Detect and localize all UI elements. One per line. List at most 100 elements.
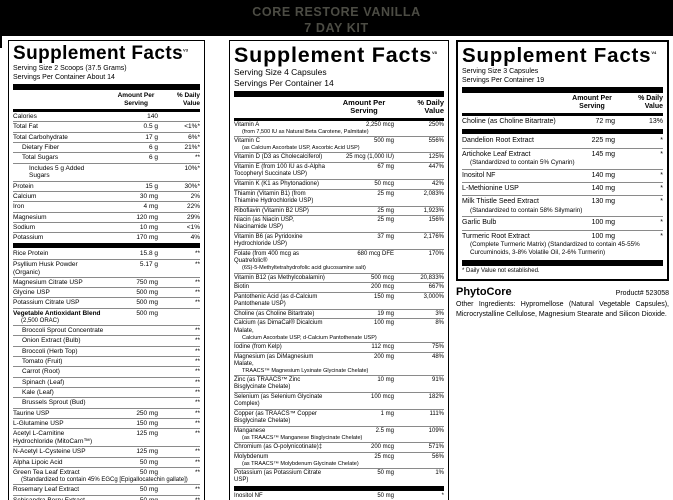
ingredient-daily-value: ** bbox=[194, 458, 200, 466]
ingredient-row-main: Pantothenic Acid (as d-Calcium Pantothen… bbox=[234, 294, 444, 308]
ingredient-row: L-Methionine USP 140 mg * bbox=[462, 181, 663, 195]
ingredient-row: Vitamin A 2,250 mcg 250% (from 7,500 IU as … bbox=[234, 121, 444, 136]
ingredient-daily-value: 4% bbox=[190, 234, 200, 242]
ingredient-row-main: Vitamin E (from 100 IU as d-Alpha Tocoph… bbox=[234, 164, 444, 178]
ingredient-row-main: Potassium Citrate USP 500 mg ** bbox=[13, 299, 200, 307]
ingredient-daily-value: ** bbox=[194, 347, 200, 355]
ingredient-row: Sodium 10 mg <1% bbox=[13, 221, 200, 232]
ingredient-daily-value: ** bbox=[194, 378, 200, 386]
ingredient-name: Magnesium Citrate USP bbox=[13, 278, 83, 286]
ingredient-row: Magnesium (as DiMagnesium Malate, 200 mg 4… bbox=[234, 351, 444, 375]
ingredient-daily-value: 556% bbox=[428, 138, 444, 145]
ingredient-row-main: Protein 15 g 30%* bbox=[13, 183, 200, 191]
ingredient-row: Kale (Leaf) ** bbox=[13, 386, 200, 397]
ingredient-daily-value: ** bbox=[166, 497, 200, 500]
ingredient-row-main: Choline (as Choline Bitartrate) 19 mg 3% bbox=[234, 311, 444, 318]
ingredient-name: Folate (from 400 mcg as Quatrefolic® bbox=[234, 251, 300, 265]
ingredient-name: N-Acetyl L-Cysteine USP bbox=[13, 448, 86, 456]
ingredient-daily-value: 1% bbox=[435, 469, 444, 476]
divider-bar bbox=[462, 260, 663, 267]
ingredient-amount: 6 g bbox=[148, 154, 158, 162]
ingredient-detail: (as Calcium Ascorbate USP, Ascorbic Acid… bbox=[242, 145, 360, 152]
ingredient-row-main: Glycine USP 500 mg ** bbox=[13, 289, 200, 297]
ingredient-row: Dietary Fiber 6 g 21%* bbox=[13, 141, 200, 152]
ingredient-amount: 170 mg bbox=[136, 234, 158, 242]
ingredient-row: Vitamin K (K1 as Phytonadione) 50 mcg 42% bbox=[234, 179, 444, 189]
ingredient-name: L-Methionine USP bbox=[462, 184, 519, 192]
ingredient-daily-value: * bbox=[660, 150, 663, 158]
ingredient-daily-value: ** bbox=[194, 327, 200, 335]
ingredient-row-main: Calcium 30 mg 2% bbox=[13, 193, 200, 201]
ingredient-daily-value: ** bbox=[194, 250, 200, 258]
ingredient-name: Turmeric Root Extract bbox=[462, 232, 530, 240]
ingredient-amount: 50 mg bbox=[139, 458, 158, 466]
ingredient-row-main: Total Carbohydrate 17 g 6%* bbox=[13, 134, 200, 142]
ingredient-name: Iron bbox=[13, 203, 25, 211]
ingredient-amount: 100 mcg bbox=[370, 393, 394, 400]
ingredient-name: Tomato (Fruit) bbox=[22, 358, 63, 366]
ingredient-row: Iron 4 mg 22% bbox=[13, 201, 200, 211]
ingredient-row: Onion Extract (Bulb) ** bbox=[13, 335, 200, 345]
servings-per-container: Servings Per Container 14 bbox=[234, 77, 334, 88]
ingredient-amount: 500 mg bbox=[136, 289, 158, 297]
ingredient-daily-value: 48% bbox=[431, 353, 444, 360]
ingredient-row-main: Vitamin B12 (as Methylcobalamin) 500 mcg 2… bbox=[234, 275, 444, 282]
ingredient-row: Niacin (as Niacin USP, Niacinamide USP) 2… bbox=[234, 215, 444, 232]
ingredient-daily-value: 250% bbox=[428, 121, 444, 128]
facts-title-text: Supplement Facts bbox=[234, 43, 432, 67]
ingredient-row: Biotin 200 mcg 667% bbox=[234, 282, 444, 292]
ingredient-row-main: Vegetable Antioxidant Blend 500 mg bbox=[13, 310, 200, 318]
ingredient-name: Green Tea Leaf Extract bbox=[13, 468, 80, 476]
ingredient-row: Vitamin E (from 100 IU as d-Alpha Tocoph… bbox=[234, 162, 444, 179]
ingredient-row: Green Tea Leaf Extract 50 mg ** (Standardiz… bbox=[13, 466, 200, 484]
ingredient-name: Includes 5 g Added Sugars bbox=[29, 164, 85, 180]
ingredient-row-main: Garlic Bulb 100 mg * bbox=[462, 219, 663, 227]
ingredient-row-main: Includes 5 g Added Sugars 10%* bbox=[13, 165, 200, 181]
ingredient-daily-value: ** bbox=[194, 358, 200, 366]
ingredient-amount: 50 mg bbox=[139, 486, 158, 494]
ingredient-name: Acetyl L-Carnitine Hydrochloride (MitoCa… bbox=[13, 430, 93, 445]
ingredient-name: Total Fat bbox=[13, 123, 38, 131]
ingredient-name: Thiamin (Vitamin B1) (from Thiamine Hydr… bbox=[234, 190, 314, 204]
ingredient-daily-value: 156% bbox=[428, 217, 444, 224]
ingredient-detail: (as TRAACS™ Molybdenum Glycinate Chelate… bbox=[242, 460, 359, 467]
ingredient-amount: 112 mcg bbox=[371, 343, 394, 350]
ingredient-daily-value: ** bbox=[194, 368, 200, 376]
ingredient-daily-value: 20,833% bbox=[420, 274, 444, 281]
facts-title-text: Supplement Facts bbox=[462, 44, 652, 67]
ingredient-name: Potassium Citrate USP bbox=[13, 299, 80, 307]
ingredient-name: Inositol NF bbox=[462, 171, 496, 179]
ingredient-name: Molybdenum bbox=[234, 453, 269, 460]
ingredient-amount: 125 mg bbox=[136, 430, 158, 438]
ingredient-row: Folate (from 400 mcg as Quatrefolic® 680 … bbox=[234, 249, 444, 272]
ingredient-row-main: Vitamin K (K1 as Phytonadione) 50 mcg 42% bbox=[234, 181, 444, 188]
facts-box: Supplement FactsV3 Serving Size 2 Scoops… bbox=[8, 40, 205, 500]
facts-box: Supplement FactsV8 Serving Size 4 Capsul… bbox=[229, 40, 449, 500]
ingredient-name: Alpha Lipoic Acid bbox=[13, 458, 63, 466]
ingredient-row: Manganese 2.5 mg 109% (as TRAACS™ Manganese… bbox=[234, 425, 444, 442]
divider-bar bbox=[234, 90, 444, 97]
ingredient-row-main: Vitamin D (D3 as Cholecalciferol) 25 mcg … bbox=[234, 154, 444, 161]
ingredient-row-main: Onion Extract (Bulb) ** bbox=[13, 337, 200, 345]
ingredient-amount: 4 mg bbox=[143, 203, 158, 211]
ingredient-row: Molybdenum 25 mcg 56% (as TRAACS™ Molybdenu… bbox=[234, 451, 444, 468]
product-number: Product# 523058 bbox=[615, 290, 669, 298]
ingredient-amount: 680 mcg DFE bbox=[357, 251, 394, 258]
ingredient-daily-value: 13% bbox=[648, 117, 663, 125]
ingredient-amount: 25 mg bbox=[377, 207, 394, 214]
ingredient-daily-value: ** bbox=[194, 337, 200, 345]
ingredient-name: Calcium (as DimaCal® Dicalcium Malate, bbox=[234, 320, 323, 334]
ingredient-row: Psyllium Husk Powder (Organic) 5.17 g ** bbox=[13, 258, 200, 277]
ingredient-row: Vitamin C 500 mg 556% (as Calcium Ascorbate… bbox=[234, 136, 444, 152]
ingredient-name: Zinc (as TRAACS™ Zinc Bisglycinate Chela… bbox=[234, 377, 301, 391]
ingredient-name: Taurine USP bbox=[13, 409, 50, 417]
kit-title-line1: CORE RESTORE VANILLA bbox=[252, 5, 421, 19]
ingredient-amount: 67 mg bbox=[377, 164, 394, 171]
ingredient-amount: 19 mg bbox=[377, 310, 394, 317]
ingredient-row-main: Artichoke Leaf Extract 145 mg * bbox=[462, 151, 663, 159]
ingredient-detail: TRAACS™ Magnesium Lysinate Glycinate Che… bbox=[242, 367, 369, 374]
ingredient-daily-value: ** bbox=[194, 430, 200, 438]
ingredient-daily-value: 170% bbox=[428, 251, 444, 258]
ingredient-row: Carrot (Root) ** bbox=[13, 366, 200, 376]
